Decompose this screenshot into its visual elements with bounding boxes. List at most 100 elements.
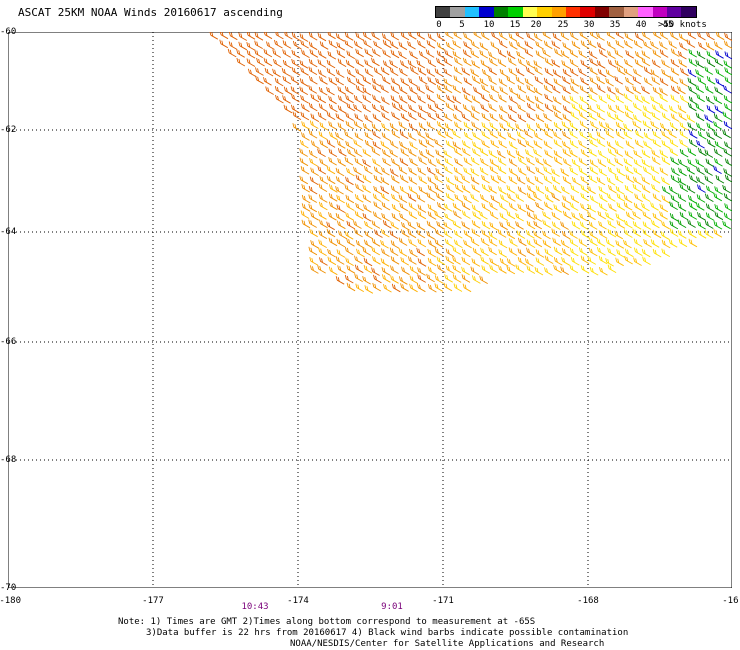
wind-barb bbox=[308, 32, 318, 41]
latitude-tick-label: -70 bbox=[0, 583, 17, 593]
wind-barb bbox=[526, 32, 535, 41]
wind-barb bbox=[362, 148, 372, 158]
wind-barb bbox=[373, 185, 382, 195]
wind-barb bbox=[632, 210, 641, 220]
wind-barb bbox=[436, 121, 446, 130]
wind-barb bbox=[308, 149, 318, 159]
wind-barb bbox=[509, 238, 518, 247]
wind-barb bbox=[650, 165, 660, 174]
wind-barb bbox=[364, 114, 373, 123]
wind-barb bbox=[723, 147, 732, 157]
wind-barb bbox=[506, 220, 516, 230]
wind-barb bbox=[607, 50, 616, 59]
wind-barb bbox=[416, 130, 426, 139]
wind-barb bbox=[597, 68, 607, 78]
wind-barb bbox=[533, 140, 543, 149]
wind-barb bbox=[607, 166, 617, 176]
wind-barb bbox=[499, 122, 508, 131]
wind-barb bbox=[274, 39, 283, 49]
wind-barb bbox=[562, 68, 572, 78]
wind-barb bbox=[444, 122, 454, 132]
wind-barb bbox=[290, 104, 300, 114]
wind-barb bbox=[436, 264, 446, 273]
wind-barb bbox=[426, 166, 436, 176]
wind-barb bbox=[498, 32, 508, 41]
wind-barb bbox=[553, 156, 563, 166]
wind-barb bbox=[290, 86, 300, 95]
wind-barb bbox=[435, 112, 445, 122]
wind-barb bbox=[452, 95, 462, 104]
wind-barb bbox=[328, 148, 338, 157]
wind-barb bbox=[543, 175, 553, 184]
wind-barb bbox=[561, 202, 571, 211]
wind-barb bbox=[480, 237, 490, 247]
wind-barb bbox=[263, 57, 273, 67]
wind-barb bbox=[569, 202, 579, 211]
wind-barb bbox=[634, 94, 644, 103]
wind-barb bbox=[542, 211, 551, 220]
wind-barb bbox=[409, 283, 418, 293]
wind-barb bbox=[598, 185, 608, 195]
wind-barb bbox=[687, 147, 697, 157]
wind-barb bbox=[436, 32, 446, 42]
wind-barb bbox=[418, 175, 428, 185]
wind-barb bbox=[399, 141, 408, 150]
wind-barb bbox=[453, 75, 463, 84]
wind-barb bbox=[506, 265, 516, 275]
wind-barb bbox=[561, 185, 570, 195]
wind-barb bbox=[570, 184, 580, 194]
wind-barb bbox=[561, 257, 570, 266]
wind-barb bbox=[389, 40, 399, 50]
wind-barb bbox=[571, 158, 581, 168]
wind-barb bbox=[317, 148, 326, 157]
wind-barb bbox=[353, 120, 363, 130]
wind-barb bbox=[643, 132, 653, 141]
wind-barb bbox=[571, 212, 580, 221]
wind-barb bbox=[319, 139, 329, 149]
wind-barb bbox=[470, 68, 480, 78]
wind-barb bbox=[714, 157, 723, 167]
wind-barb bbox=[319, 41, 329, 50]
wind-barb bbox=[236, 49, 245, 58]
wind-barb bbox=[696, 139, 705, 149]
wind-barb bbox=[544, 149, 553, 159]
wind-barb bbox=[590, 120, 599, 130]
wind-barb bbox=[444, 49, 453, 59]
wind-barb bbox=[282, 59, 292, 69]
wind-barb bbox=[284, 32, 293, 40]
wind-barb bbox=[641, 202, 650, 212]
wind-barb bbox=[407, 59, 417, 69]
wind-barb bbox=[579, 221, 589, 230]
wind-barb bbox=[471, 258, 481, 267]
wind-barb bbox=[416, 229, 426, 239]
wind-barb bbox=[650, 202, 659, 211]
wind-barb bbox=[686, 166, 695, 175]
wind-barb bbox=[695, 84, 704, 94]
wind-barb bbox=[371, 103, 381, 113]
wind-barb bbox=[497, 49, 507, 58]
wind-barb bbox=[427, 266, 437, 275]
wind-barb bbox=[461, 274, 471, 283]
wind-barb bbox=[490, 84, 500, 94]
wind-barb bbox=[652, 193, 662, 202]
wind-barb bbox=[434, 228, 444, 238]
wind-barb bbox=[588, 221, 598, 230]
wind-barb bbox=[373, 40, 382, 50]
wind-barb bbox=[497, 157, 507, 166]
wind-barb bbox=[713, 165, 722, 174]
wind-barb bbox=[364, 230, 374, 240]
wind-barb bbox=[471, 275, 481, 284]
wind-barb bbox=[336, 42, 346, 51]
wind-barb bbox=[499, 257, 509, 267]
wind-barb bbox=[562, 210, 572, 220]
wind-barb bbox=[688, 211, 698, 220]
wind-barb bbox=[598, 255, 608, 265]
wind-barb bbox=[416, 85, 426, 94]
wind-barb bbox=[354, 255, 363, 265]
wind-barb bbox=[533, 230, 542, 240]
wind-barb bbox=[679, 94, 689, 104]
wind-barb bbox=[363, 264, 373, 274]
wind-barb bbox=[301, 121, 310, 130]
wind-barb bbox=[362, 32, 372, 41]
wind-barb bbox=[228, 41, 238, 50]
